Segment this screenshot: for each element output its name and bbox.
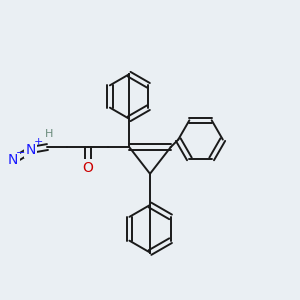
Text: O: O: [82, 161, 93, 175]
Text: N: N: [25, 143, 36, 157]
Text: N: N: [8, 153, 19, 167]
Text: +: +: [34, 137, 44, 147]
Text: −: −: [16, 148, 26, 158]
Text: H: H: [45, 129, 53, 139]
